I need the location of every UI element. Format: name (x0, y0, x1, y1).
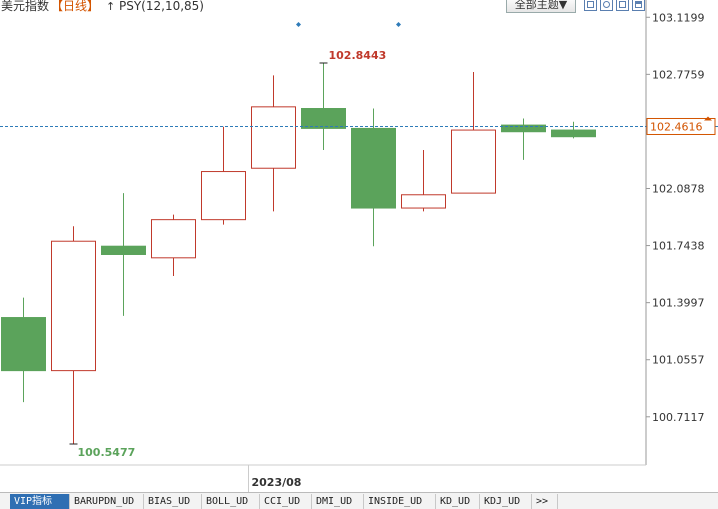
candle-body (101, 245, 146, 255)
y-tick-label: 102.0878 (652, 183, 705, 196)
tab-dmi[interactable]: DMI_UD (312, 494, 364, 509)
current-price-label: 102.4616 (650, 120, 703, 133)
y-tick-label: 100.7117 (652, 411, 705, 424)
tab-kdj[interactable]: KDJ_UD (480, 494, 532, 509)
indicator-tab-bar: VIP指标 BARUPDN_UD BIAS_UD BOLL_UD CCI_UD … (0, 492, 718, 509)
candle-body (351, 127, 396, 209)
tab-barupdn[interactable]: BARUPDN_UD (70, 494, 144, 509)
high-value-label: 102.8443 (329, 49, 387, 62)
tab-more[interactable]: >> (532, 494, 558, 509)
y-axis: 103.1199 102.7759 102.0878 101.7438 101.3997… (646, 11, 705, 424)
chart-overlay: 102.4616 102.8443 100.5477 (0, 22, 718, 459)
window-icon[interactable] (632, 0, 645, 11)
tab-inside[interactable]: INSIDE_UD (364, 494, 436, 509)
tab-vip-indicator[interactable]: VIP指标 (10, 494, 70, 509)
all-themes-button[interactable]: 全部主题▼ (506, 0, 576, 13)
candle-body (451, 129, 496, 194)
chart-grid: 2023/08 (0, 0, 647, 492)
candle-series (1, 63, 596, 444)
candle-body (251, 106, 296, 169)
tab-bias[interactable]: BIAS_UD (144, 494, 202, 509)
period-label[interactable]: 【日线】 (51, 0, 99, 13)
candle-body (1, 317, 46, 372)
tab-boll[interactable]: BOLL_UD (202, 494, 260, 509)
y-tick-label: 103.1199 (652, 11, 705, 24)
y-tick-label: 102.7759 (652, 68, 705, 81)
event-marker-icon (296, 22, 301, 27)
candle-body (151, 219, 196, 259)
candlestick-chart: 美元指数 【日线】 ↑ PSY(12,10,85) 2023/08 102.46… (0, 0, 718, 492)
candle-body (501, 124, 546, 133)
candle-body (201, 171, 246, 221)
x-tick-label: 2023/08 (252, 476, 302, 489)
candle-body (551, 129, 596, 138)
candle-body (401, 194, 446, 209)
tab-kd[interactable]: KD_UD (436, 494, 480, 509)
low-value-label: 100.5477 (78, 446, 136, 459)
settings-icon[interactable] (616, 0, 629, 11)
tab-cci[interactable]: CCI_UD (260, 494, 312, 509)
y-tick-label: 101.3997 (652, 297, 705, 310)
candle-body (301, 108, 346, 129)
y-tick-label: 101.7438 (652, 240, 705, 253)
current-price-box (646, 117, 716, 135)
y-tick-label: 101.0557 (652, 354, 705, 367)
indicator-arrow-icon: ↑ (106, 0, 115, 13)
candle-body (51, 240, 96, 372)
indicator-label[interactable]: PSY(12,10,85) (119, 0, 204, 13)
chart-title: 美元指数 (1, 0, 49, 13)
price-up-arrow-icon (704, 116, 712, 121)
zoom-icon[interactable] (600, 0, 613, 11)
event-marker-icon (396, 22, 401, 27)
grid-view-icon[interactable] (584, 0, 597, 11)
